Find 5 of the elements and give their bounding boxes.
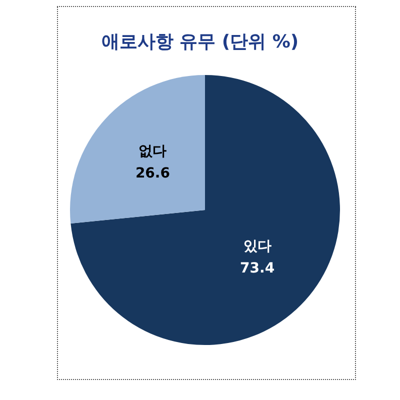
slice-label: 있다 [243, 238, 272, 254]
slice-label: 없다 [138, 144, 167, 160]
data-label: 73.4 [240, 260, 275, 276]
chart-title: 애로사항 유무 (단위 %) [101, 32, 299, 52]
data-label: 26.6 [135, 166, 170, 182]
